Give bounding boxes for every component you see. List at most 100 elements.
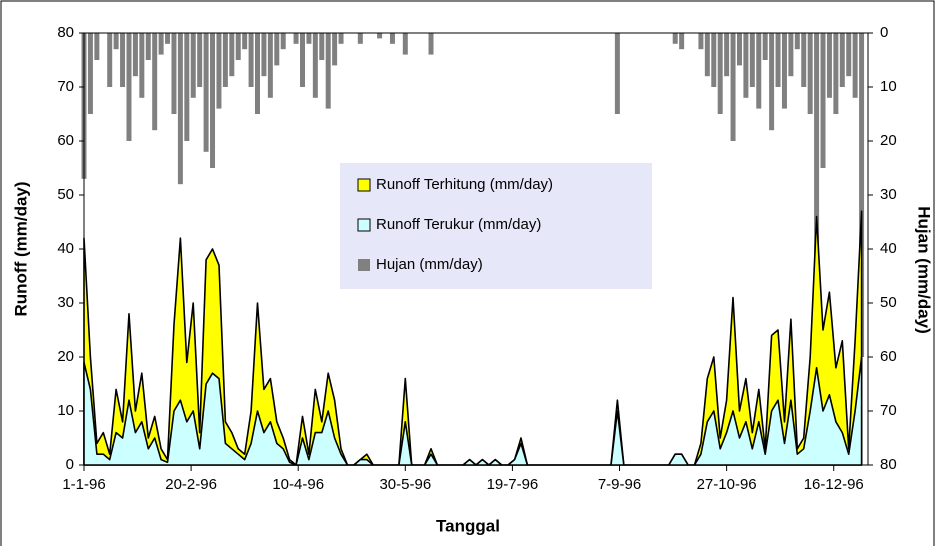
rain-bar	[724, 33, 730, 77]
legend-label: Runoff Terhitung (mm/day)	[376, 176, 553, 193]
rain-bar	[306, 33, 312, 44]
rain-bar	[248, 33, 254, 87]
y-tick-label: 50	[57, 186, 74, 203]
y-axis-title: Runoff (mm/day)	[11, 181, 30, 316]
rain-bar	[814, 33, 820, 303]
x-axis-title: Tanggal	[436, 516, 500, 535]
rain-bar	[190, 33, 196, 98]
x-tick-label: 27-10-96	[697, 476, 757, 493]
y-tick-label: 70	[57, 78, 74, 95]
legend-swatch	[358, 259, 370, 271]
rain-bar	[389, 33, 395, 44]
y2-axis-title: Hujan (mm/day)	[915, 206, 934, 334]
rain-bar	[165, 33, 171, 44]
x-tick-label: 10-4-96	[272, 476, 324, 493]
rain-bar	[325, 33, 331, 109]
rain-bar	[730, 33, 736, 141]
rain-bar	[846, 33, 852, 77]
y2-tick-label: 70	[880, 402, 897, 419]
rain-bar	[145, 33, 151, 60]
rain-bar	[87, 33, 93, 114]
rain-bar	[293, 33, 299, 44]
y2-tick-label: 60	[880, 348, 897, 365]
x-tick-label: 30-5-96	[379, 476, 431, 493]
y2-tick-label: 40	[880, 240, 897, 257]
rain-bar	[274, 33, 280, 66]
rain-bar	[280, 33, 286, 50]
rain-bar	[120, 33, 126, 87]
rain-bar	[139, 33, 145, 98]
y-tick-label: 60	[57, 132, 74, 149]
rain-bar	[357, 33, 363, 44]
x-tick-label: 20-2-96	[165, 476, 217, 493]
rain-bar	[762, 33, 768, 60]
x-tick-label: 1-1-96	[62, 476, 105, 493]
rain-bar	[312, 33, 318, 98]
legend-swatch	[357, 218, 371, 232]
rain-bar	[833, 33, 839, 114]
rain-bar	[94, 33, 100, 60]
rain-bar	[743, 33, 749, 98]
rain-bar	[788, 33, 794, 77]
rain-bar	[229, 33, 235, 77]
legend-label: Runoff Terukur (mm/day)	[376, 216, 541, 233]
rain-bar	[299, 33, 305, 87]
x-tick-label: 16-12-96	[804, 476, 864, 493]
y2-tick-label: 10	[880, 78, 897, 95]
rain-bar	[775, 33, 781, 87]
rain-bar	[261, 33, 267, 77]
rain-bar	[132, 33, 138, 77]
rain-bar	[717, 33, 723, 114]
rain-bar	[820, 33, 826, 168]
rain-bar	[614, 33, 620, 114]
rain-bar	[197, 33, 203, 87]
x-tick-label: 19-7-96	[487, 476, 539, 493]
rain-bar	[332, 33, 338, 66]
rain-bar	[736, 33, 742, 66]
y-tick-label: 20	[57, 348, 74, 365]
rain-bar	[319, 33, 325, 60]
rain-bar	[801, 33, 807, 87]
y-tick-label: 80	[57, 24, 74, 41]
rain-bar	[338, 33, 344, 44]
rain-bar	[826, 33, 832, 98]
rain-bar	[267, 33, 273, 98]
y2-tick-label: 80	[880, 456, 897, 473]
rain-bar	[171, 33, 177, 114]
y2-tick-label: 50	[880, 294, 897, 311]
rain-bar	[235, 33, 241, 60]
y2-tick-label: 30	[880, 186, 897, 203]
rain-bar	[177, 33, 183, 185]
rain-bar	[698, 33, 704, 50]
rain-bar	[807, 33, 813, 114]
y-tick-label: 40	[57, 240, 74, 257]
y2-tick-label: 0	[880, 24, 888, 41]
rain-bar	[152, 33, 158, 131]
rain-bar	[679, 33, 685, 50]
rain-bar	[242, 33, 248, 50]
rain-bar	[210, 33, 216, 168]
y-tick-label: 10	[57, 402, 74, 419]
y-tick-label: 30	[57, 294, 74, 311]
rain-bar	[672, 33, 678, 44]
rain-bar	[184, 33, 190, 141]
rain-bar	[839, 33, 845, 87]
rain-bar	[203, 33, 209, 152]
legend-swatch	[357, 178, 371, 192]
rain-bar	[859, 33, 865, 357]
rain-bar	[749, 33, 755, 87]
rain-bar	[769, 33, 775, 131]
rain-bar	[794, 33, 800, 50]
y-tick-label: 0	[66, 456, 74, 473]
y2-tick-label: 20	[880, 132, 897, 149]
rain-bar	[126, 33, 132, 141]
rain-bar	[704, 33, 710, 77]
rain-bar	[781, 33, 787, 109]
rain-bar	[428, 33, 434, 55]
x-tick-label: 7-9-96	[598, 476, 641, 493]
rain-bar	[852, 33, 858, 98]
legend-box	[340, 163, 652, 289]
rain-bar	[222, 33, 228, 87]
legend-label: Hujan (mm/day)	[376, 256, 483, 273]
